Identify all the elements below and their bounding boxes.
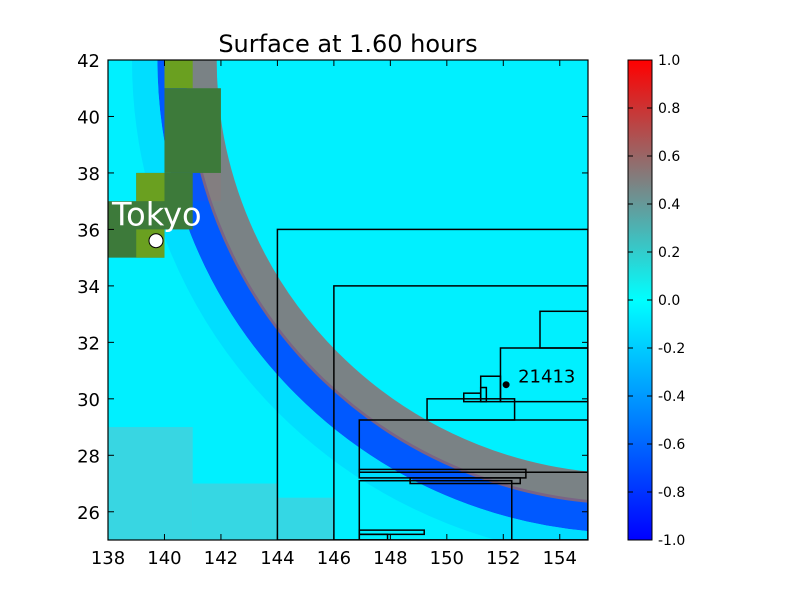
marker-21413-point <box>502 381 510 389</box>
colorbar-tick-label: 0.2 <box>658 245 680 261</box>
y-tick-label: 40 <box>77 107 100 128</box>
x-tick-label: 146 <box>317 548 351 569</box>
marker-label: 21413 <box>518 367 575 388</box>
y-tick-label: 34 <box>77 277 100 298</box>
y-tick-label: 36 <box>77 220 100 241</box>
shallow-cell <box>277 497 334 540</box>
colorbar-tick-label: -1.0 <box>658 533 685 549</box>
x-axis: 138 140 142 144 146 148 150 152 154 <box>91 60 577 569</box>
colorbar-tick-label: -0.8 <box>658 485 685 501</box>
y-tick-label: 28 <box>77 446 100 467</box>
y-tick-label: 38 <box>77 164 100 185</box>
marker-tokyo-point <box>148 233 164 249</box>
x-tick-label: 144 <box>260 548 294 569</box>
colorbar: -1.0 -0.8 -0.6 -0.4 -0.2 0.0 0.2 0.4 0.6 0.8 1.0 <box>627 53 685 549</box>
land-cell <box>164 88 221 173</box>
colorbar-tick-label: -0.6 <box>658 437 685 453</box>
coast-cell <box>164 60 193 89</box>
shallow-cell <box>192 483 278 540</box>
colorbar-tick-label: -0.4 <box>658 389 685 405</box>
marker-label: Tokyo <box>111 196 202 234</box>
colorbar-tick-label: 0.6 <box>658 149 680 165</box>
y-tick-label: 30 <box>77 390 100 411</box>
x-tick-label: 138 <box>91 548 125 569</box>
y-axis: 26 28 30 32 34 36 38 40 42 <box>77 51 588 524</box>
y-tick-label: 26 <box>77 503 100 524</box>
chart-title: Surface at 1.60 hours <box>218 30 477 58</box>
refinement-region <box>426 398 516 421</box>
gauge-markers: Tokyo 21413 <box>111 196 575 389</box>
colorbar-tick-label: 0.8 <box>658 101 680 117</box>
y-tick-label: 42 <box>77 51 100 72</box>
colorbar-tick-label: 1.0 <box>658 53 680 69</box>
x-tick-label: 142 <box>204 548 238 569</box>
refinement-region <box>358 533 389 540</box>
y-tick-label: 32 <box>77 333 100 354</box>
refinement-region <box>333 285 588 540</box>
colorbar-tick-label: 0.4 <box>658 197 680 213</box>
plot-frame <box>107 59 589 541</box>
x-tick-label: 148 <box>373 548 407 569</box>
colorbar-tick-label: 0.0 <box>658 293 680 309</box>
x-tick-label: 152 <box>486 548 520 569</box>
shallow-cell <box>108 427 193 540</box>
colorbar-tick-label: -0.2 <box>658 341 685 357</box>
refinement-region <box>358 479 513 540</box>
x-tick-label: 140 <box>147 548 181 569</box>
refinement-region <box>539 310 588 349</box>
plot-area: Tokyo 21413 138 140 142 144 146 148 150 152 154 2… <box>77 51 589 569</box>
refinement-region <box>358 529 425 536</box>
coast-cell <box>136 172 165 202</box>
colorbar-ticks: -1.0 -0.8 -0.6 -0.4 -0.2 0.0 0.2 0.4 0.6 0.8 1.0 <box>628 53 685 549</box>
x-tick-label: 150 <box>430 548 464 569</box>
x-tick-label: 154 <box>543 548 577 569</box>
surface-field <box>108 60 588 540</box>
